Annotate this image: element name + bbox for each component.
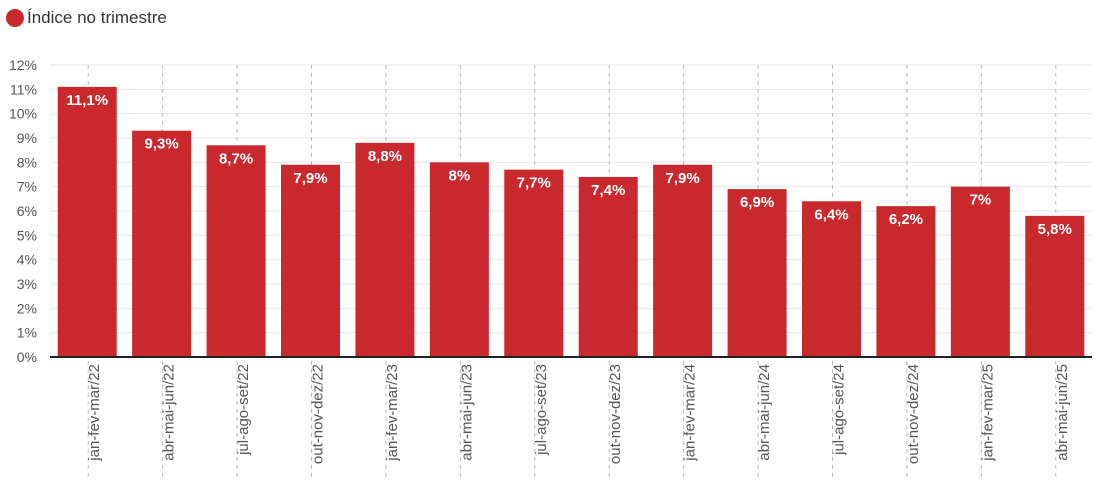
bar [876,206,936,357]
data-label: 5,8% [1038,221,1072,238]
x-tick-label: jan-fev-mar/25 [979,364,996,462]
bar [355,142,415,357]
y-axis: 0% 1% 2% 3% 4% 5% 6% 7% 8% 9% 10% 11% 12% [9,57,37,365]
bar [653,164,713,357]
y-tick-label: 10% [9,106,37,122]
data-label: 11,1% [66,92,108,109]
y-tick-label: 2% [17,300,37,316]
bar [578,176,638,357]
y-tick-label: 8% [17,154,37,170]
x-tick-label: jan-fev-mar/23 [384,364,401,462]
data-label: 8,7% [219,150,253,167]
x-tick-label: out-nov-dez/22 [310,364,327,464]
bar [504,169,564,357]
x-tick-label: jul-ago-set/22 [235,364,252,456]
bar [429,162,489,357]
legend-label: Índice no trimestre [27,8,167,27]
y-tick-label: 5% [17,227,37,243]
data-label: 7,9% [666,170,700,187]
legend-marker-icon [6,9,24,27]
y-tick-label: 11% [10,81,37,97]
data-label: 6,4% [814,206,848,223]
x-tick-label: jan-fev-mar/24 [682,364,699,462]
y-tick-label: 7% [17,179,37,195]
data-label: 8,8% [368,148,402,165]
data-label: 7,4% [591,182,625,199]
x-tick-label: jul-ago-set/24 [831,364,848,456]
x-tick-label: abr-mai-jun/24 [756,364,773,461]
data-labels: 11,1% 9,3% 8,7% 7,9% 8,8% 8% 7,7% 7,4% 7,9% 6,9% 6… [66,92,1072,238]
y-tick-label: 3% [17,276,37,292]
bar [802,201,861,357]
bar [206,145,266,357]
x-axis: jan-fev-mar/22 abr-mai-jun/22 jul-ago-set/… [50,356,1092,464]
data-label: 7% [970,192,992,209]
x-tick-label: jan-fev-mar/22 [86,364,103,462]
x-tick-label: abr-mai-jun/25 [1054,364,1071,461]
bars [57,86,1085,358]
bar [57,86,117,358]
y-tick-label: 6% [17,203,37,219]
x-tick-label: jul-ago-set/23 [533,364,550,456]
data-label: 7,9% [293,170,327,187]
y-tick-label: 12% [9,57,37,73]
y-tick-label: 4% [17,252,37,268]
x-tick-label: abr-mai-jun/22 [161,364,178,461]
data-label: 8% [449,167,471,184]
data-label: 6,9% [740,194,774,211]
data-label: 9,3% [145,136,179,153]
gridlines [50,64,1092,358]
y-tick-label: 0% [17,349,37,365]
x-tick-label: out-nov-dez/24 [905,364,922,464]
x-tick-label: out-nov-dez/23 [607,364,624,464]
y-tick-label: 9% [17,130,37,146]
legend: Índice no trimestre [6,7,167,29]
x-tick-label: abr-mai-jun/23 [458,364,475,461]
data-label: 6,2% [889,211,923,228]
y-tick-label: 1% [17,325,37,341]
category-guides [87,65,1057,480]
bar [132,130,192,357]
data-label: 7,7% [517,175,551,192]
bar [281,164,340,357]
bar [1025,215,1085,357]
bar [950,186,1010,357]
bar [727,189,787,357]
